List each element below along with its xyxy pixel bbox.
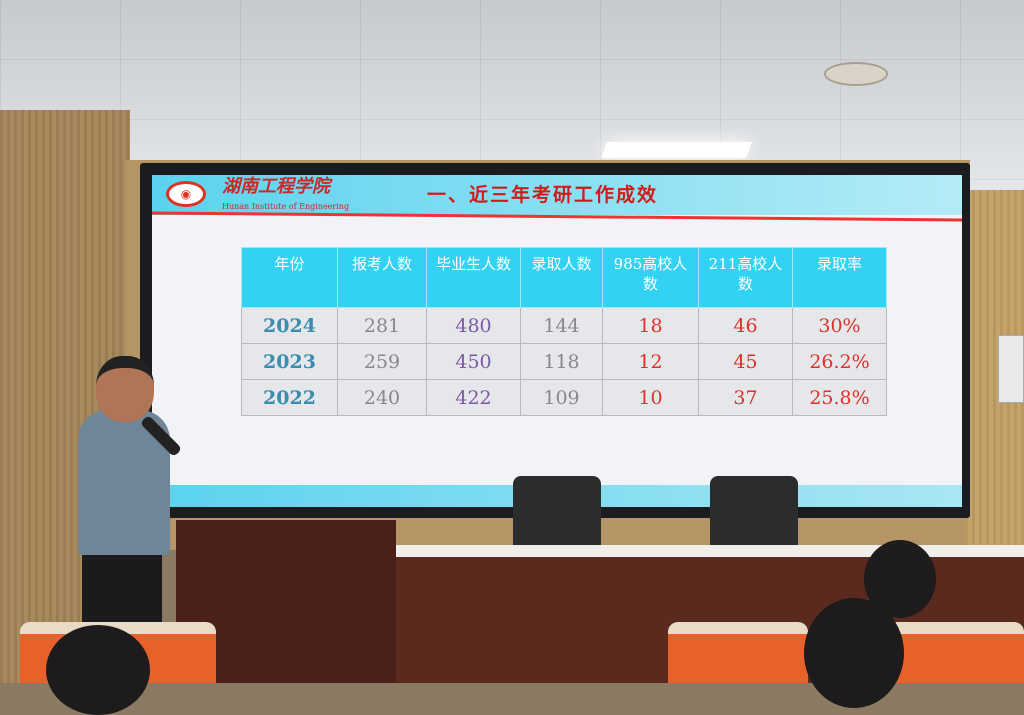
table-row: 2023 259 450 118 12 45 26.2% bbox=[241, 343, 887, 380]
cell: 2024 bbox=[241, 307, 338, 344]
cell: 45 bbox=[698, 343, 793, 380]
cell: 450 bbox=[426, 343, 521, 380]
cell: 10 bbox=[602, 379, 699, 416]
chair bbox=[710, 476, 798, 552]
chair bbox=[513, 476, 601, 552]
wall-panel bbox=[998, 335, 1024, 403]
smoke-detector bbox=[824, 62, 888, 86]
cell: 109 bbox=[520, 379, 603, 416]
school-name: 湖南工程学院 bbox=[222, 176, 330, 197]
audience-seat bbox=[882, 622, 1024, 683]
cell: 18 bbox=[602, 307, 699, 344]
header-year: 年份 bbox=[241, 247, 338, 308]
slide-header bbox=[152, 175, 962, 215]
school-name-en: Hunan Institute of Engineering bbox=[222, 202, 350, 211]
audience-seat bbox=[668, 622, 808, 683]
header-211: 211高校人数 bbox=[698, 247, 793, 308]
cell: 422 bbox=[426, 379, 521, 416]
cell: 37 bbox=[698, 379, 793, 416]
ceiling-light bbox=[601, 142, 752, 158]
cell: 2022 bbox=[241, 379, 338, 416]
header-985: 985高校人数 bbox=[602, 247, 699, 308]
header-graduates: 毕业生人数 bbox=[426, 247, 521, 308]
audience-head bbox=[46, 625, 150, 715]
header-rate: 录取率 bbox=[792, 247, 887, 308]
table-row: 2022 240 422 109 10 37 25.8% bbox=[241, 379, 887, 416]
cell: 281 bbox=[337, 307, 427, 344]
header-applicants: 报考人数 bbox=[337, 247, 427, 308]
cell: 25.8% bbox=[792, 379, 887, 416]
cell: 240 bbox=[337, 379, 427, 416]
results-table: 年份 报考人数 毕业生人数 录取人数 985高校人数 211高校人数 录取率 2… bbox=[241, 247, 887, 416]
cell: 30% bbox=[792, 307, 887, 344]
cell: 46 bbox=[698, 307, 793, 344]
cell: 144 bbox=[520, 307, 603, 344]
table-header: 年份 报考人数 毕业生人数 录取人数 985高校人数 211高校人数 录取率 bbox=[241, 247, 887, 308]
cell: 259 bbox=[337, 343, 427, 380]
cell: 26.2% bbox=[792, 343, 887, 380]
cell: 2023 bbox=[241, 343, 338, 380]
school-logo: ◉ bbox=[166, 181, 206, 207]
cell: 118 bbox=[520, 343, 603, 380]
cell: 480 bbox=[426, 307, 521, 344]
cell: 12 bbox=[602, 343, 699, 380]
slide-title: 一、近三年考研工作成效 bbox=[427, 184, 659, 206]
header-admitted: 录取人数 bbox=[520, 247, 603, 308]
table-row: 2024 281 480 144 18 46 30% bbox=[241, 307, 887, 344]
speaker-head bbox=[96, 356, 154, 422]
audience-head bbox=[864, 540, 936, 618]
presentation-slide: ◉ 湖南工程学院 Hunan Institute of Engineering … bbox=[152, 175, 962, 507]
